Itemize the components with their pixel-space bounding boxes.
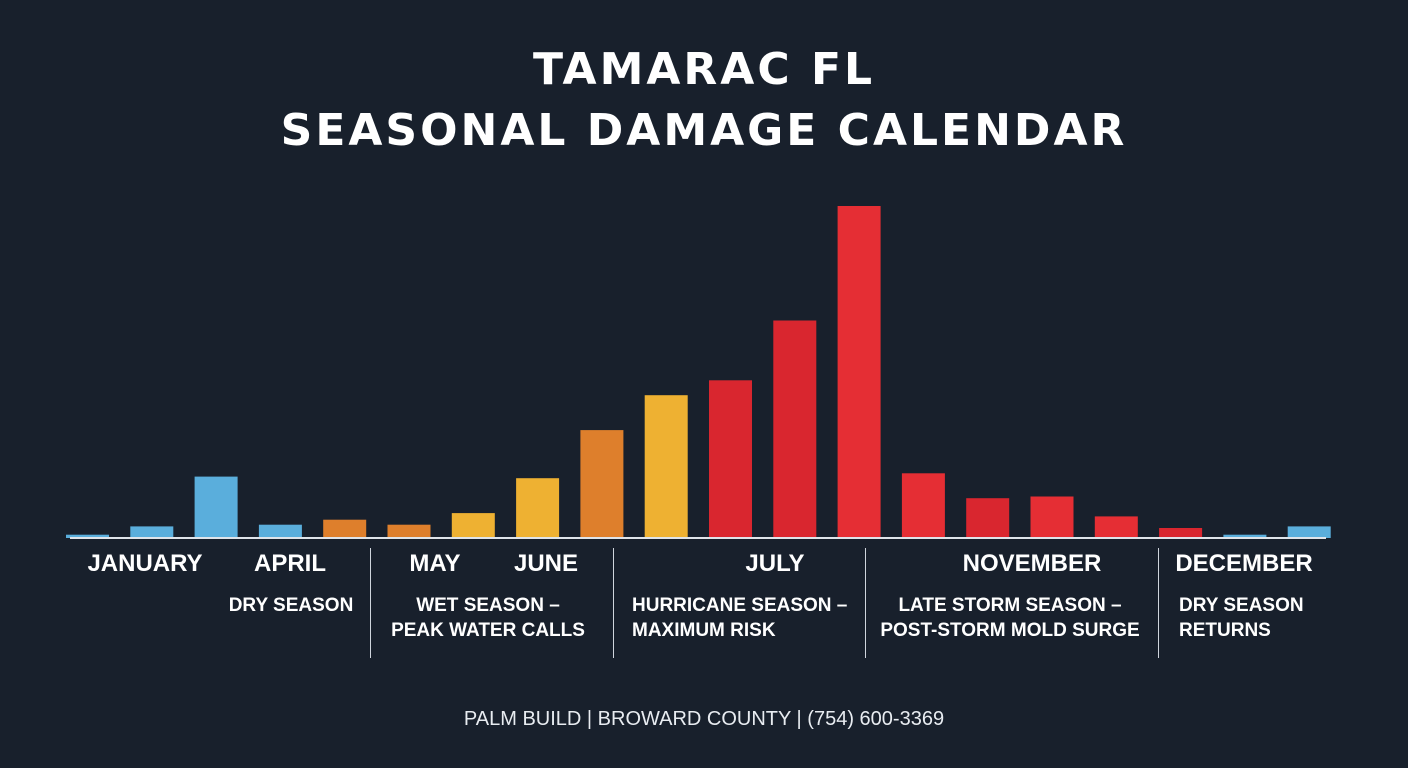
bar-4 [258,524,302,538]
bar-8 [516,478,560,538]
month-label-november: NOVEMBER [962,550,1102,577]
footer-contact: PALM BUILD | BROWARD COUNTY | (754) 600-… [463,708,945,730]
bar-13 [837,206,881,538]
month-label-december: DECEMBER [1175,550,1313,577]
bar-14 [901,473,945,538]
bar-5 [323,519,367,538]
bar-1 [66,534,109,538]
month-label-april: APRIL [254,550,326,577]
bar-3 [194,476,238,538]
section-divider [613,548,614,658]
bar-17 [1094,516,1138,538]
bar-7 [451,513,495,538]
bar-18 [1159,528,1203,538]
bar-16 [1030,496,1074,538]
bar-15 [966,498,1010,538]
bar-6 [387,524,431,538]
season-label-hurricane: HURRICANE SEASON – MAXIMUM RISK [632,595,848,641]
section-divider [1158,548,1159,658]
chart-title-line-1: TAMARAC FL [532,44,876,95]
month-label-january: JANUARY [87,550,203,577]
season-label-dry-returns: DRY SEASON RETURNS [1179,595,1304,641]
section-divider [370,548,371,658]
month-label-july: JULY [745,550,805,577]
bar-20 [1287,526,1331,538]
bar-11 [709,380,752,538]
chart-title-line-2: SEASONAL DAMAGE CALENDAR [280,105,1128,156]
season-label-wet: WET SEASON – PEAK WATER CALLS [391,595,585,641]
section-divider [865,548,866,658]
bar-12 [773,320,817,538]
season-label-late-storm: LATE STORM SEASON – POST-STORM MOLD SURG… [880,595,1140,641]
bar-9 [580,430,624,538]
bar-2 [130,526,174,538]
season-label-dry: DRY SEASON [228,595,354,616]
month-label-june: JUNE [513,550,579,577]
month-label-may: MAY [409,550,461,577]
bar-10 [644,395,688,538]
bar-19 [1223,534,1267,538]
